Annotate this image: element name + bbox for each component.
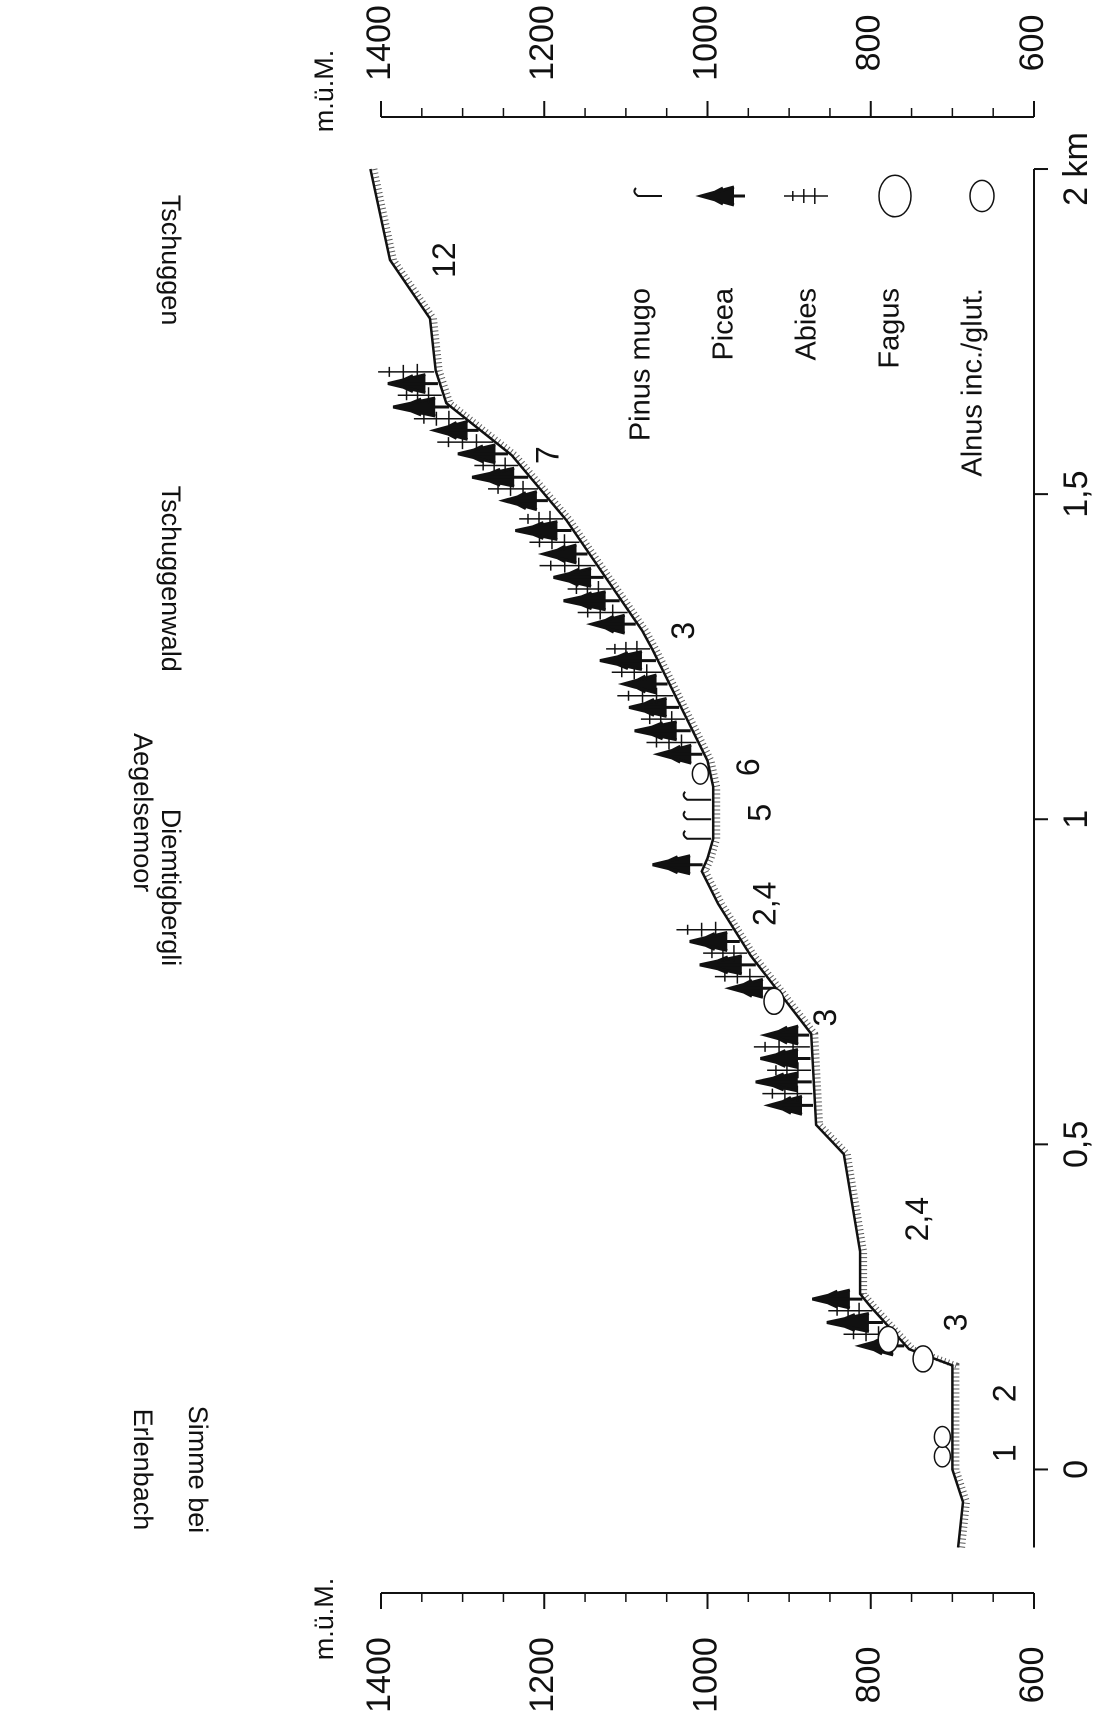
y-tick-label: 600 (1013, 15, 1051, 72)
y-tick-label: 600 (1013, 1647, 1051, 1704)
y-tick-label: 1200 (523, 5, 561, 81)
annotation: 2 (987, 1384, 1023, 1402)
annotation: 1 (987, 1444, 1023, 1462)
y-tick-label: 1200 (523, 1637, 561, 1713)
annotation: 5 (742, 804, 778, 822)
legend-label: Fagus (874, 288, 906, 369)
y-tick-label: 1000 (686, 5, 724, 81)
chart: 0 0,5 1 1,5 2 km 600 800 1000 1200 1400 m.ü.M. 600 8… (0, 0, 1114, 1726)
annotation: 3 (665, 622, 701, 640)
place-label: Diemtigbergli (156, 809, 186, 967)
annotation: 7 (529, 446, 565, 464)
legend-label: Picea (708, 287, 740, 360)
legend-label: Pinus mugo (625, 288, 657, 441)
place-label: Tschuggenwald (156, 486, 186, 672)
x-tick-label: 1,5 (1057, 470, 1095, 517)
y-tick-label: 1400 (360, 1637, 398, 1713)
annotation: 3 (938, 1314, 974, 1332)
y-tick-label: 1400 (360, 5, 398, 81)
y-tick-label: 800 (850, 1647, 888, 1704)
y-axis-label: m.ü.M. (309, 50, 339, 133)
y-tick-label: 1000 (686, 1637, 724, 1713)
legend-label: Abies (791, 288, 823, 361)
fagus-symbol (878, 1326, 898, 1352)
y-axis-label: m.ü.M. (309, 1578, 339, 1661)
annotation: 2,4 (899, 1197, 935, 1241)
x-tick-label: 0,5 (1057, 1121, 1095, 1168)
place-label: Erlenbach (128, 1409, 158, 1531)
x-tick-label: 0 (1057, 1460, 1095, 1479)
alnus-symbol (970, 180, 994, 211)
annotation: 6 (730, 758, 766, 776)
fagus-symbol (913, 1346, 933, 1372)
page: 0 0,5 1 1,5 2 km 600 800 1000 1200 1400 m.ü.M. 600 8… (0, 0, 1114, 1726)
annotation: 12 (426, 242, 462, 278)
annotation: 2,4 (747, 882, 783, 926)
fagus-symbol (879, 175, 911, 217)
annotation: 3 (807, 1009, 843, 1027)
place-label: Aegelsemoor (128, 733, 158, 892)
y-tick-label: 800 (850, 15, 888, 72)
alnus-symbol (934, 1427, 950, 1448)
alnus-symbol (692, 763, 708, 784)
legend-label: Alnus inc./glut. (957, 288, 989, 477)
fagus-symbol (764, 988, 784, 1014)
place-label: Simme bei (183, 1406, 213, 1534)
alnus-symbol (934, 1446, 950, 1467)
x-tick-label: 2 km (1057, 132, 1095, 206)
place-label: Tschuggen (156, 195, 186, 326)
x-tick-label: 1 (1057, 810, 1095, 829)
